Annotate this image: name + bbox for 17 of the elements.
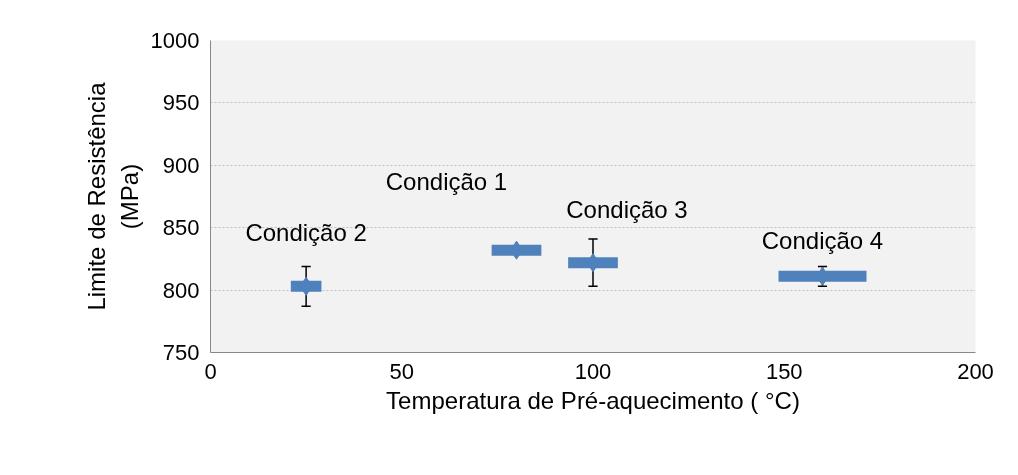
annotation: Condição 4 xyxy=(761,227,884,255)
annotation: Condição 1 xyxy=(385,168,508,196)
y-tick-label: 800 xyxy=(162,277,200,303)
x-tick-label: 100 xyxy=(574,358,612,384)
x-tick-label: 150 xyxy=(765,358,803,384)
annotation: Condição 2 xyxy=(245,219,367,247)
x-tick-label: 200 xyxy=(957,358,994,384)
x-axis-title: Temperatura de Pré-aquecimento ( °C) xyxy=(386,386,800,414)
y-tick-label: 950 xyxy=(162,90,200,116)
y-tick-label: 1000 xyxy=(150,28,200,53)
annotation: Condição 3 xyxy=(566,195,688,223)
x-tick-label: 50 xyxy=(389,358,414,384)
y-tick-label: 900 xyxy=(162,152,200,178)
y-axis-title: Limite de Resistência (MPa) xyxy=(83,81,143,311)
x-tick-label: 0 xyxy=(204,358,217,384)
y-tick-label: 750 xyxy=(162,340,200,365)
y-tick-label: 850 xyxy=(162,215,200,241)
